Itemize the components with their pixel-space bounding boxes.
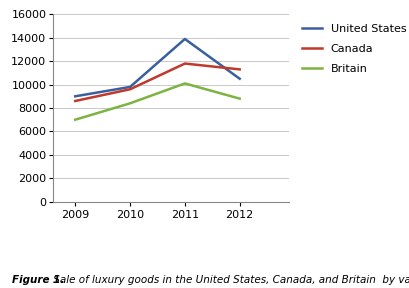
Britain <box>237 97 242 101</box>
United States <box>72 94 77 98</box>
Britain <box>127 102 132 105</box>
Canada <box>127 88 132 91</box>
Canada <box>72 99 77 103</box>
Line: Britain: Britain <box>75 84 239 120</box>
United States <box>237 77 242 80</box>
United States <box>182 37 187 41</box>
Britain <box>72 118 77 122</box>
Text: Figure 1.: Figure 1. <box>12 275 65 285</box>
United States <box>127 85 132 89</box>
Canada <box>182 62 187 65</box>
Legend: United States, Canada, Britain: United States, Canada, Britain <box>301 24 405 74</box>
Line: United States: United States <box>75 39 239 96</box>
Line: Canada: Canada <box>75 64 239 101</box>
Text: Sale of luxury goods in the United States, Canada, and Britain  by value 2009-20: Sale of luxury goods in the United State… <box>50 275 409 285</box>
Britain <box>182 82 187 85</box>
Canada <box>237 68 242 71</box>
